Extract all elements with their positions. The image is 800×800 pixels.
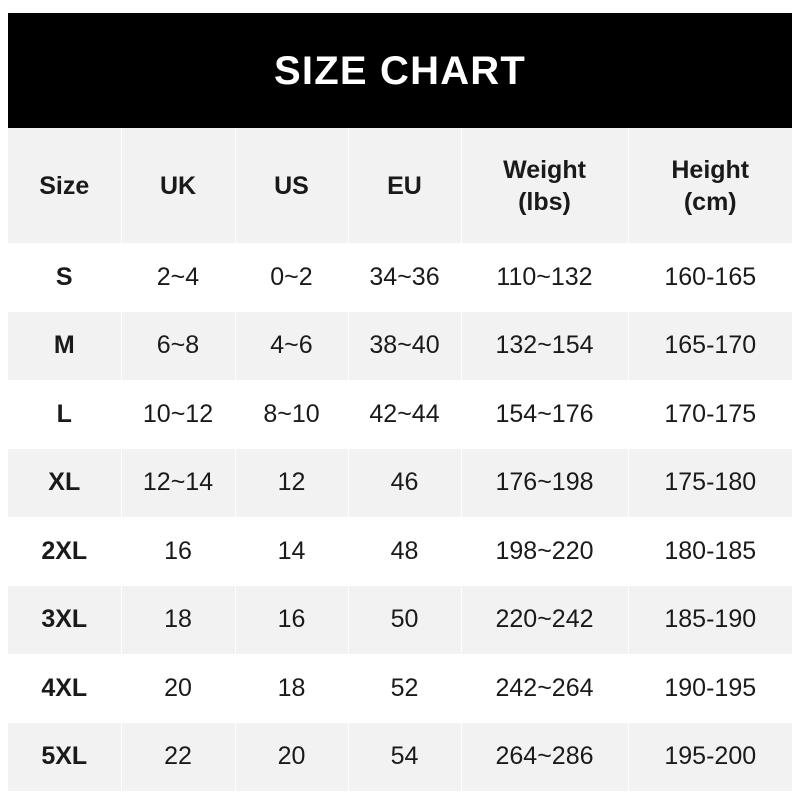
- table-body: S 2~4 0~2 34~36 110~132 160-165 M 6~8 4~6 38~40 13…: [8, 243, 792, 791]
- column-header-size-label: Size: [39, 171, 90, 200]
- column-header-us: US: [235, 128, 349, 243]
- column-header-eu: EU: [348, 128, 462, 243]
- cell-eu: 52: [348, 654, 462, 723]
- cell-size: 5XL: [8, 722, 122, 791]
- table-row: M 6~8 4~6 38~40 132~154 165-170: [8, 311, 792, 380]
- cell-weight: 198~220: [461, 517, 629, 586]
- cell-eu: 50: [348, 585, 462, 654]
- cell-height: 165-170: [664, 331, 757, 360]
- cell-weight: 132~154: [461, 311, 629, 380]
- table-row: XL 12~14 12 46 176~198 175-180: [8, 448, 792, 517]
- cell-height: 175-180: [664, 468, 757, 497]
- cell-us: 8~10: [235, 380, 349, 449]
- chart-title-bar: SIZE CHART: [8, 13, 792, 128]
- table-row: 5XL 22 20 54 264~286 195-200: [8, 722, 792, 791]
- cell-uk: 18: [121, 585, 236, 654]
- page-title: SIZE CHART: [274, 48, 526, 93]
- size-chart-card: SIZE CHART Size UK US EU: [8, 13, 792, 791]
- column-header-size: Size: [8, 128, 122, 243]
- column-header-height-unit: (cm): [683, 187, 737, 216]
- cell-uk: 20: [121, 654, 236, 723]
- cell-eu: 34~36: [348, 243, 462, 312]
- cell-uk: 6~8: [121, 311, 236, 380]
- cell-uk: 2~4: [121, 243, 236, 312]
- cell-weight: 110~132: [461, 243, 629, 312]
- cell-eu: 38~40: [348, 311, 462, 380]
- table-row: 2XL 16 14 48 198~220 180-185: [8, 517, 792, 586]
- cell-size: L: [8, 380, 122, 449]
- cell-size: 3XL: [8, 585, 122, 654]
- table-row: S 2~4 0~2 34~36 110~132 160-165: [8, 243, 792, 312]
- cell-uk: 10~12: [121, 380, 236, 449]
- column-header-uk-label: UK: [159, 171, 197, 200]
- cell-weight: 242~264: [461, 654, 629, 723]
- cell-height: 170-175: [664, 399, 757, 428]
- column-header-weight-label: Weight: [503, 155, 586, 184]
- cell-us: 4~6: [235, 311, 349, 380]
- cell-weight: 176~198: [461, 448, 629, 517]
- cell-size: S: [8, 243, 122, 312]
- column-header-us-label: US: [274, 171, 309, 200]
- cell-size: 4XL: [8, 654, 122, 723]
- column-header-weight-unit: (lbs): [518, 187, 571, 216]
- cell-size: M: [8, 311, 122, 380]
- cell-uk: 22: [121, 722, 236, 791]
- column-header-weight: Weight (lbs): [461, 128, 629, 243]
- cell-height: 160-165: [664, 262, 757, 291]
- cell-us: 18: [235, 654, 349, 723]
- cell-us: 12: [235, 448, 349, 517]
- cell-us: 0~2: [235, 243, 349, 312]
- table-header-row: Size UK US EU Weight (lbs) Height (cm): [8, 128, 792, 243]
- cell-size: 2XL: [8, 517, 122, 586]
- cell-weight: 264~286: [461, 722, 629, 791]
- cell-weight: 220~242: [461, 585, 629, 654]
- cell-uk: 16: [121, 517, 236, 586]
- table-row: 4XL 20 18 52 242~264 190-195: [8, 654, 792, 723]
- cell-height: 195-200: [664, 742, 757, 771]
- column-header-height: Height (cm): [628, 128, 792, 243]
- cell-weight: 154~176: [461, 380, 629, 449]
- cell-uk: 12~14: [121, 448, 236, 517]
- table-row: L 10~12 8~10 42~44 154~176 170-175: [8, 380, 792, 449]
- cell-us: 16: [235, 585, 349, 654]
- column-header-eu-label: EU: [387, 171, 422, 200]
- cell-height: 190-195: [664, 673, 757, 702]
- cell-us: 14: [235, 517, 349, 586]
- cell-eu: 48: [348, 517, 462, 586]
- cell-height: 180-185: [664, 536, 757, 565]
- table-row: 3XL 18 16 50 220~242 185-190: [8, 585, 792, 654]
- column-header-height-label: Height: [671, 155, 750, 184]
- size-chart-table: Size UK US EU Weight (lbs) Height (cm): [8, 128, 792, 791]
- cell-size: XL: [8, 448, 122, 517]
- column-header-uk: UK: [121, 128, 236, 243]
- cell-eu: 54: [348, 722, 462, 791]
- cell-eu: 42~44: [348, 380, 462, 449]
- table-head: Size UK US EU Weight (lbs) Height (cm): [8, 128, 792, 243]
- cell-us: 20: [235, 722, 349, 791]
- cell-eu: 46: [348, 448, 462, 517]
- cell-height: 185-190: [664, 605, 757, 634]
